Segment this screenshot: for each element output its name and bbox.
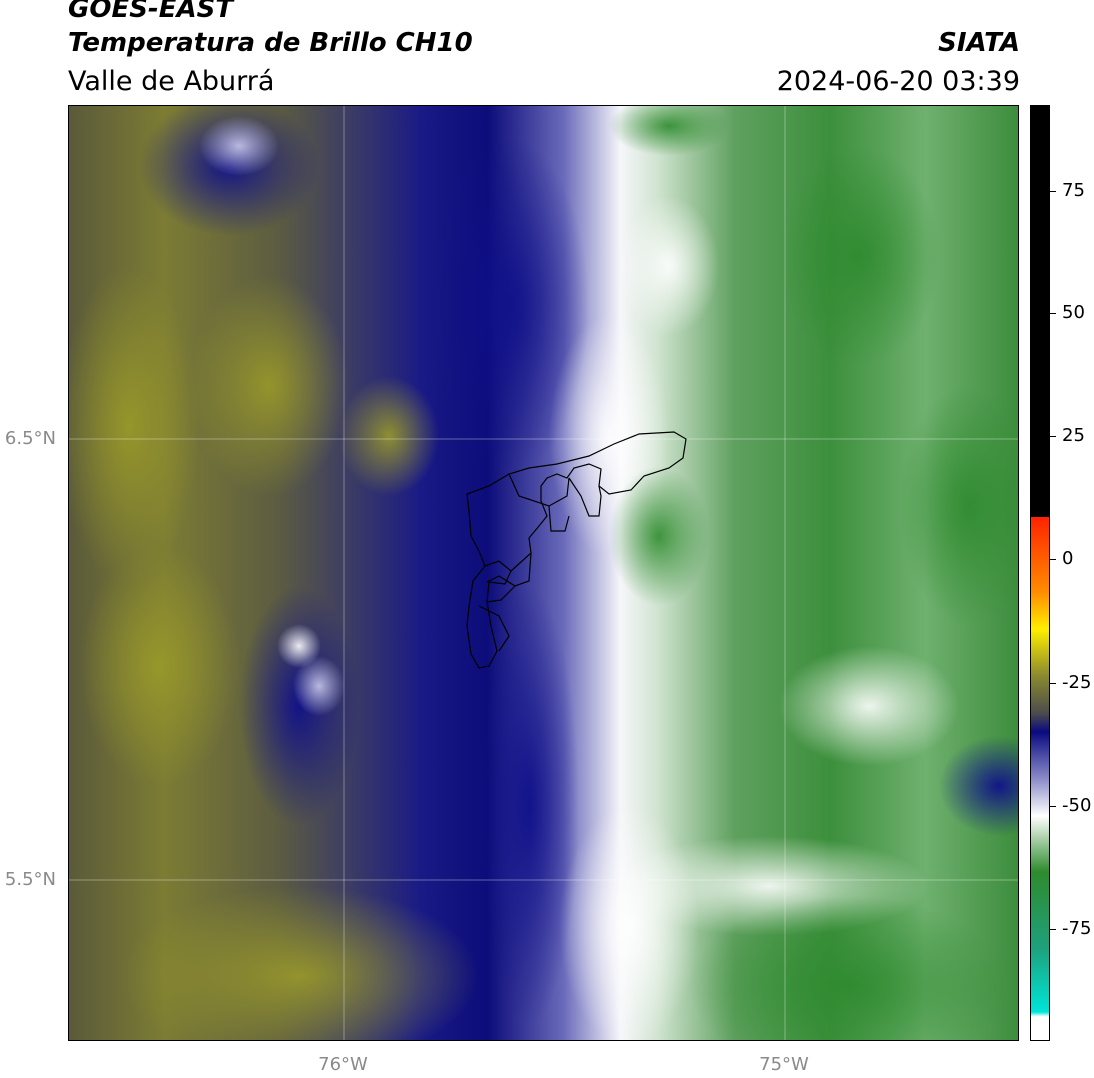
colorbar-tick-label: 0 [1062, 548, 1074, 569]
colorbar-tick-label: 25 [1062, 425, 1085, 446]
title-region: Valle de Aburrá [68, 66, 275, 97]
colorbar-tick [1050, 436, 1056, 437]
lat-tick-label: 6.5°N [4, 428, 56, 449]
colorbar-tick-label: -50 [1062, 795, 1092, 816]
colorbar-tick-label: 50 [1062, 302, 1085, 323]
colorbar-tick-label: -25 [1062, 672, 1092, 693]
colorbar-tick [1050, 929, 1056, 930]
brightness-temperature-map[interactable] [68, 105, 1019, 1041]
colorbar-tick [1050, 806, 1056, 807]
colorbar-tick [1050, 559, 1056, 560]
lon-tick-label: 75°W [759, 1054, 809, 1075]
colorbar-tick-label: 75 [1062, 180, 1085, 201]
colorbar [1030, 105, 1050, 1041]
colorbar-tick [1050, 191, 1056, 192]
colorbar-tick [1050, 683, 1056, 684]
timestamp-label: 2024-06-20 03:39 [776, 66, 1020, 97]
colorbar-tick [1050, 313, 1056, 314]
map-canvas [69, 106, 1018, 1040]
colorbar-gradient [1031, 106, 1049, 1040]
lat-tick-label: 5.5°N [4, 869, 56, 890]
lon-tick-label: 76°W [318, 1054, 368, 1075]
municipal-boundaries [466, 431, 687, 669]
organization-label: SIATA [938, 28, 1020, 58]
title-satellite: GOES-EAST [68, 0, 234, 24]
title-product: Temperatura de Brillo CH10 [68, 28, 473, 58]
colorbar-tick-label: -75 [1062, 918, 1092, 939]
